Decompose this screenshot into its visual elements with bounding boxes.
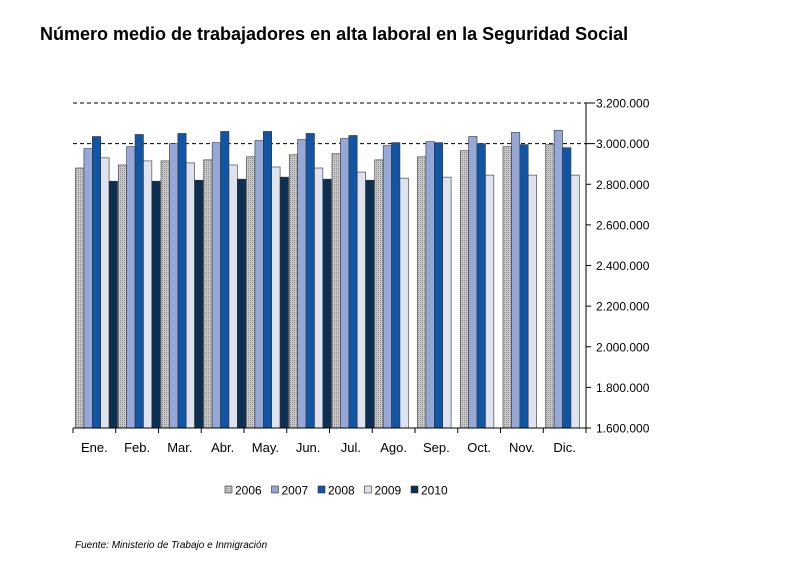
bar-2010-Abr. xyxy=(237,178,247,429)
bar-2006-Feb. xyxy=(117,164,127,429)
bar-2010-Ene. xyxy=(108,180,118,429)
bar-2008-Jun. xyxy=(305,133,315,429)
bar-2008-Oct. xyxy=(476,143,486,429)
legend-swatch-2007 xyxy=(271,485,279,494)
legend-swatch-2006 xyxy=(224,485,233,494)
bar-2007-Dic. xyxy=(553,130,563,429)
bar-2008-Sep. xyxy=(433,142,443,429)
bar-2009-Jul. xyxy=(356,171,366,429)
y-tick-label: 1.600.000 xyxy=(596,422,650,436)
bar-2010-Jun. xyxy=(322,178,332,429)
x-tick-label: Dic. xyxy=(553,440,575,455)
bar-2006-Dic. xyxy=(545,144,555,429)
bar-2006-Ene. xyxy=(75,167,85,429)
y-tick-label: 2.400.000 xyxy=(596,259,650,273)
bar-2008-Jul. xyxy=(348,135,358,429)
bar-2006-Mar. xyxy=(160,160,170,429)
bar-2007-Ago. xyxy=(382,145,392,429)
x-tick-label: Jul. xyxy=(341,440,361,455)
bar-2006-Sep. xyxy=(417,156,427,429)
bars xyxy=(75,130,580,429)
bar-2007-May. xyxy=(254,140,264,429)
bar-2009-Feb. xyxy=(143,160,153,429)
bar-2006-May. xyxy=(246,156,256,429)
legend: 2006 2007 2008 2009 2010 xyxy=(224,484,448,498)
bar-2009-May. xyxy=(271,166,281,429)
bar-2010-Jul. xyxy=(365,179,375,429)
source-note: Fuente: Ministerio de Trabajo e Inmigrac… xyxy=(75,540,268,551)
legend-label: 2007 xyxy=(282,484,309,498)
x-tick-label: Ago. xyxy=(380,440,407,455)
legend-swatch-2008 xyxy=(317,485,326,494)
x-tick-label: Sep. xyxy=(423,440,450,455)
bar-2007-Nov. xyxy=(511,132,521,429)
bar-2008-Mar. xyxy=(177,133,187,429)
x-tick-label: Oct. xyxy=(467,440,491,455)
bar-2007-Jul. xyxy=(340,138,350,429)
bar-2006-Jun. xyxy=(288,154,298,429)
x-tick-label: Abr. xyxy=(211,440,234,455)
bar-2009-Oct. xyxy=(485,174,495,429)
bar-2006-Nov. xyxy=(502,146,512,429)
bar-2008-Abr. xyxy=(220,131,230,429)
bar-2010-Feb. xyxy=(151,180,161,429)
bar-2010-Mar. xyxy=(194,179,204,429)
bar-2007-Jun. xyxy=(297,139,307,429)
y-tick-label: 2.000.000 xyxy=(596,340,650,354)
bar-2008-Dic. xyxy=(562,147,572,429)
y-tick-label: 2.800.000 xyxy=(596,178,650,192)
bar-2008-Ago. xyxy=(391,142,401,429)
x-tick-label: Nov. xyxy=(509,440,535,455)
bar-2009-Nov. xyxy=(527,174,537,429)
bar-2008-Ene. xyxy=(92,136,102,429)
legend-swatch-2010 xyxy=(410,485,419,494)
bar-2009-Mar. xyxy=(185,162,195,429)
bar-2007-Abr. xyxy=(211,142,221,429)
x-tick-label: May. xyxy=(252,440,279,455)
bar-2010-May. xyxy=(279,176,289,429)
gridlines xyxy=(73,102,598,145)
bar-2006-Abr. xyxy=(203,159,213,429)
bar-2009-Ene. xyxy=(100,157,110,429)
x-tick-label: Feb. xyxy=(124,440,150,455)
bar-2006-Ago. xyxy=(374,159,384,429)
bar-2007-Oct. xyxy=(468,136,478,429)
bar-2008-Nov. xyxy=(519,144,529,429)
bar-2009-Sep. xyxy=(442,176,452,429)
bar-2009-Abr. xyxy=(228,164,238,429)
bar-2007-Sep. xyxy=(425,141,435,429)
y-tick-label: 2.600.000 xyxy=(596,218,650,232)
axes: Ene. Feb. Mar. Abr. May. Jun. Jul. Ago. Sep. Oct.… xyxy=(72,97,650,455)
legend-swatch-2009 xyxy=(364,485,372,494)
bar-2007-Feb. xyxy=(126,146,136,429)
legend-label: 2006 xyxy=(235,484,262,498)
y-tick-label: 2.200.000 xyxy=(596,300,650,314)
bar-2008-May. xyxy=(262,131,272,429)
bar-2007-Ene. xyxy=(83,148,93,429)
legend-label: 2010 xyxy=(421,484,448,498)
x-tick-label: Mar. xyxy=(167,440,192,455)
bar-2009-Dic. xyxy=(570,174,580,429)
bar-2009-Jun. xyxy=(314,167,324,429)
x-tick-label: Ene. xyxy=(81,440,108,455)
y-tick-label: 3.200.000 xyxy=(596,97,650,111)
bar-2006-Oct. xyxy=(459,150,469,429)
bar-2006-Jul. xyxy=(331,153,341,429)
bar-2009-Ago. xyxy=(399,177,409,429)
legend-label: 2008 xyxy=(328,484,355,498)
bar-2008-Feb. xyxy=(134,134,144,429)
y-tick-label: 1.800.000 xyxy=(596,381,650,395)
legend-label: 2009 xyxy=(375,484,402,498)
x-tick-label: Jun. xyxy=(296,440,321,455)
chart-title: Número medio de trabajadores en alta lab… xyxy=(40,24,629,44)
y-tick-label: 3.000.000 xyxy=(596,137,650,151)
bar-2007-Mar. xyxy=(169,143,179,429)
